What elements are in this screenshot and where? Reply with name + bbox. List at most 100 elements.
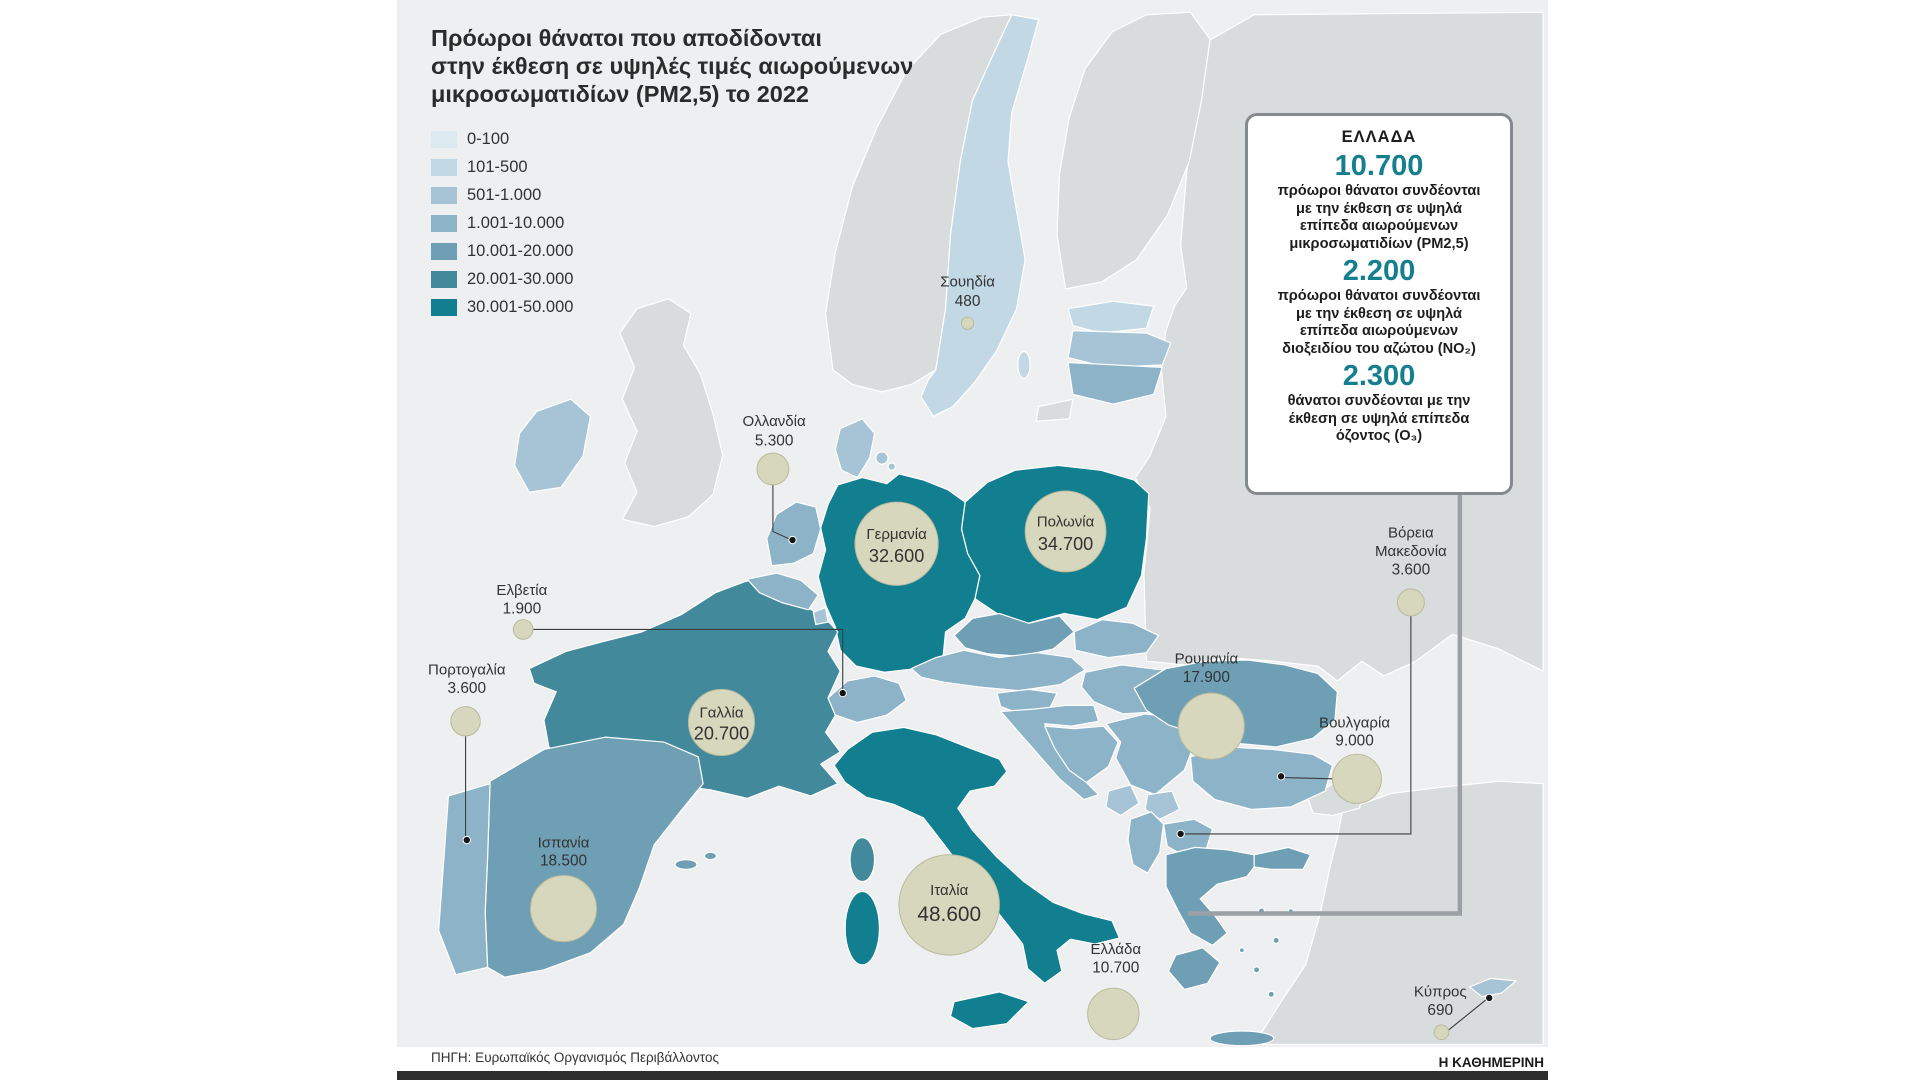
label-switzerland-value: 1.900 [503,600,542,617]
legend-row: 1.001-10.000 [431,214,573,232]
label-north-macedonia-name2: Μακεδονία [1375,543,1447,560]
marker-portugal: Πορτογαλία 3.600 [428,662,506,845]
label-spain-name: Ισπανία [538,834,590,851]
marker-cyprus: Κύπρος 690 [1414,984,1494,1041]
label-netherlands-value: 5.300 [755,433,794,450]
legend-swatch-3 [431,187,457,204]
bubble-sweden [960,316,975,330]
label-romania-name: Ρουμανία [1175,651,1239,668]
label-sweden-value: 480 [955,293,981,310]
label-cyprus-value: 690 [1427,1002,1453,1019]
marker-greece: Ελλάδα 10.700 [1087,941,1141,1041]
label-netherlands-name: Ολλανδία [743,413,806,430]
country-netherlands [766,501,822,567]
label-portugal-name: Πορτογαλία [428,662,506,679]
bubble-switzerland [512,619,534,640]
label-cyprus-name: Κύπρος [1414,984,1467,1001]
country-bosnia [1044,725,1119,784]
country-montenegro [1105,784,1140,817]
leader-cyprus [1448,998,1488,1031]
country-switzerland [827,675,907,724]
marker-spain: Ισπανία 18.500 [529,834,598,943]
marker-romania: Ρουμανία 17.900 [1175,651,1245,760]
label-poland-value: 34.700 [1038,534,1093,554]
region-kaliningrad [1035,398,1074,422]
country-estonia [1067,300,1155,334]
marker-germany: Γερμανία 32.600 [854,501,939,586]
greek-islands [1238,907,1294,998]
label-bulgaria-name: Βουλγαρία [1319,714,1390,731]
legend-row: 101-500 [431,158,573,176]
country-bulgaria [1189,746,1334,811]
legend: 0-100 101-500 501-1.000 1.001-10.000 10.… [431,130,574,327]
bubble-cyprus [1433,1024,1450,1041]
legend-row: 0-100 [431,130,573,148]
dot-bulgaria [1276,772,1286,781]
callout-stat-3-desc: θάνατοι συνδέονται με την έκθεση σε υψηλ… [1287,393,1471,444]
legend-label-7: 30.001-50.000 [467,298,574,316]
callout-title: ΕΛΛΑΔΑ [1341,128,1417,146]
label-sweden-name: Σουηδία [940,274,995,291]
country-austria [910,649,1086,692]
label-poland-name: Πολωνία [1037,514,1095,531]
label-france-value: 20.700 [694,724,749,744]
dot-cyprus [1485,993,1494,1003]
callout-stat-3-value: 2.300 [1342,360,1416,392]
label-france-name: Γαλλία [699,705,743,722]
marker-north-macedonia: Βόρεια Μακεδονία 3.600 [1176,525,1447,839]
bubble-north-macedonia [1396,588,1425,617]
callout-connector-line [1188,494,1463,916]
bubble-italy [898,854,1000,956]
bubble-portugal [450,706,481,737]
legend-row: 30.001-50.000 [431,298,574,316]
legend-row: 10.001-20.000 [431,242,574,260]
label-north-macedonia-value: 3.600 [1392,561,1431,578]
legend-label-3: 501-1.000 [467,186,542,204]
brand-logo: Η ΚΑΘΗΜΕΡΙΝΗ [1438,1055,1544,1070]
legend-label-1: 0-100 [467,130,510,148]
label-germany-name: Γερμανία [866,526,927,543]
legend-label-4: 1.001-10.000 [467,214,565,232]
marker-bulgaria: Βουλγαρία 9.000 [1276,714,1390,804]
label-bulgaria-value: 9.000 [1335,733,1374,750]
legend-swatch-5 [431,243,457,260]
legend-label-6: 20.001-30.000 [467,270,574,288]
leader-bulgaria [1283,777,1333,780]
legend-label-5: 10.001-20.000 [467,242,574,260]
label-north-macedonia-name1: Βόρεια [1388,525,1434,542]
bubble-greece [1087,987,1140,1041]
label-romania-value: 17.900 [1183,669,1230,686]
country-italy [833,726,1121,984]
legend-swatch-2 [431,159,457,176]
country-united-kingdom [619,298,724,528]
country-luxembourg [812,606,829,626]
legend-row: 501-1.000 [431,186,573,204]
bubble-spain [529,875,598,943]
island-crete [1209,1030,1275,1047]
callout-stat-1-desc: πρόωροι θάνατοι συνδέονται με την έκθεση… [1277,183,1481,252]
country-greece [1165,846,1255,946]
country-portugal [438,783,491,976]
bubble-netherlands [756,452,790,486]
greece-callout-box: ΕΛΛΑΔΑ 10.700 πρόωροι θάνατοι συνδέονται… [1245,113,1513,495]
dot-netherlands [788,535,797,545]
marker-sweden: Σουηδία 480 [940,274,995,330]
country-albania [1127,811,1165,874]
legend-swatch-1 [431,131,457,148]
label-portugal-value: 3.600 [448,680,487,697]
label-greece-value: 10.700 [1092,959,1139,976]
country-finland [1056,11,1211,290]
leader-switzerland [532,628,844,690]
country-lithuania [1067,361,1163,405]
dot-portugal [462,835,471,845]
island-cyprus [1469,977,1517,998]
bubble-france [687,688,756,757]
legend-row: 20.001-30.000 [431,270,574,288]
label-italy-name: Ιταλία [930,882,968,899]
bubble-romania [1177,692,1245,760]
label-italy-value: 48.600 [917,903,981,926]
bubble-poland [1024,490,1107,573]
page-title: Πρόωροι θάνατοι που αποδίδονται στην έκθ… [431,25,914,107]
label-greece-name: Ελλάδα [1090,941,1141,958]
